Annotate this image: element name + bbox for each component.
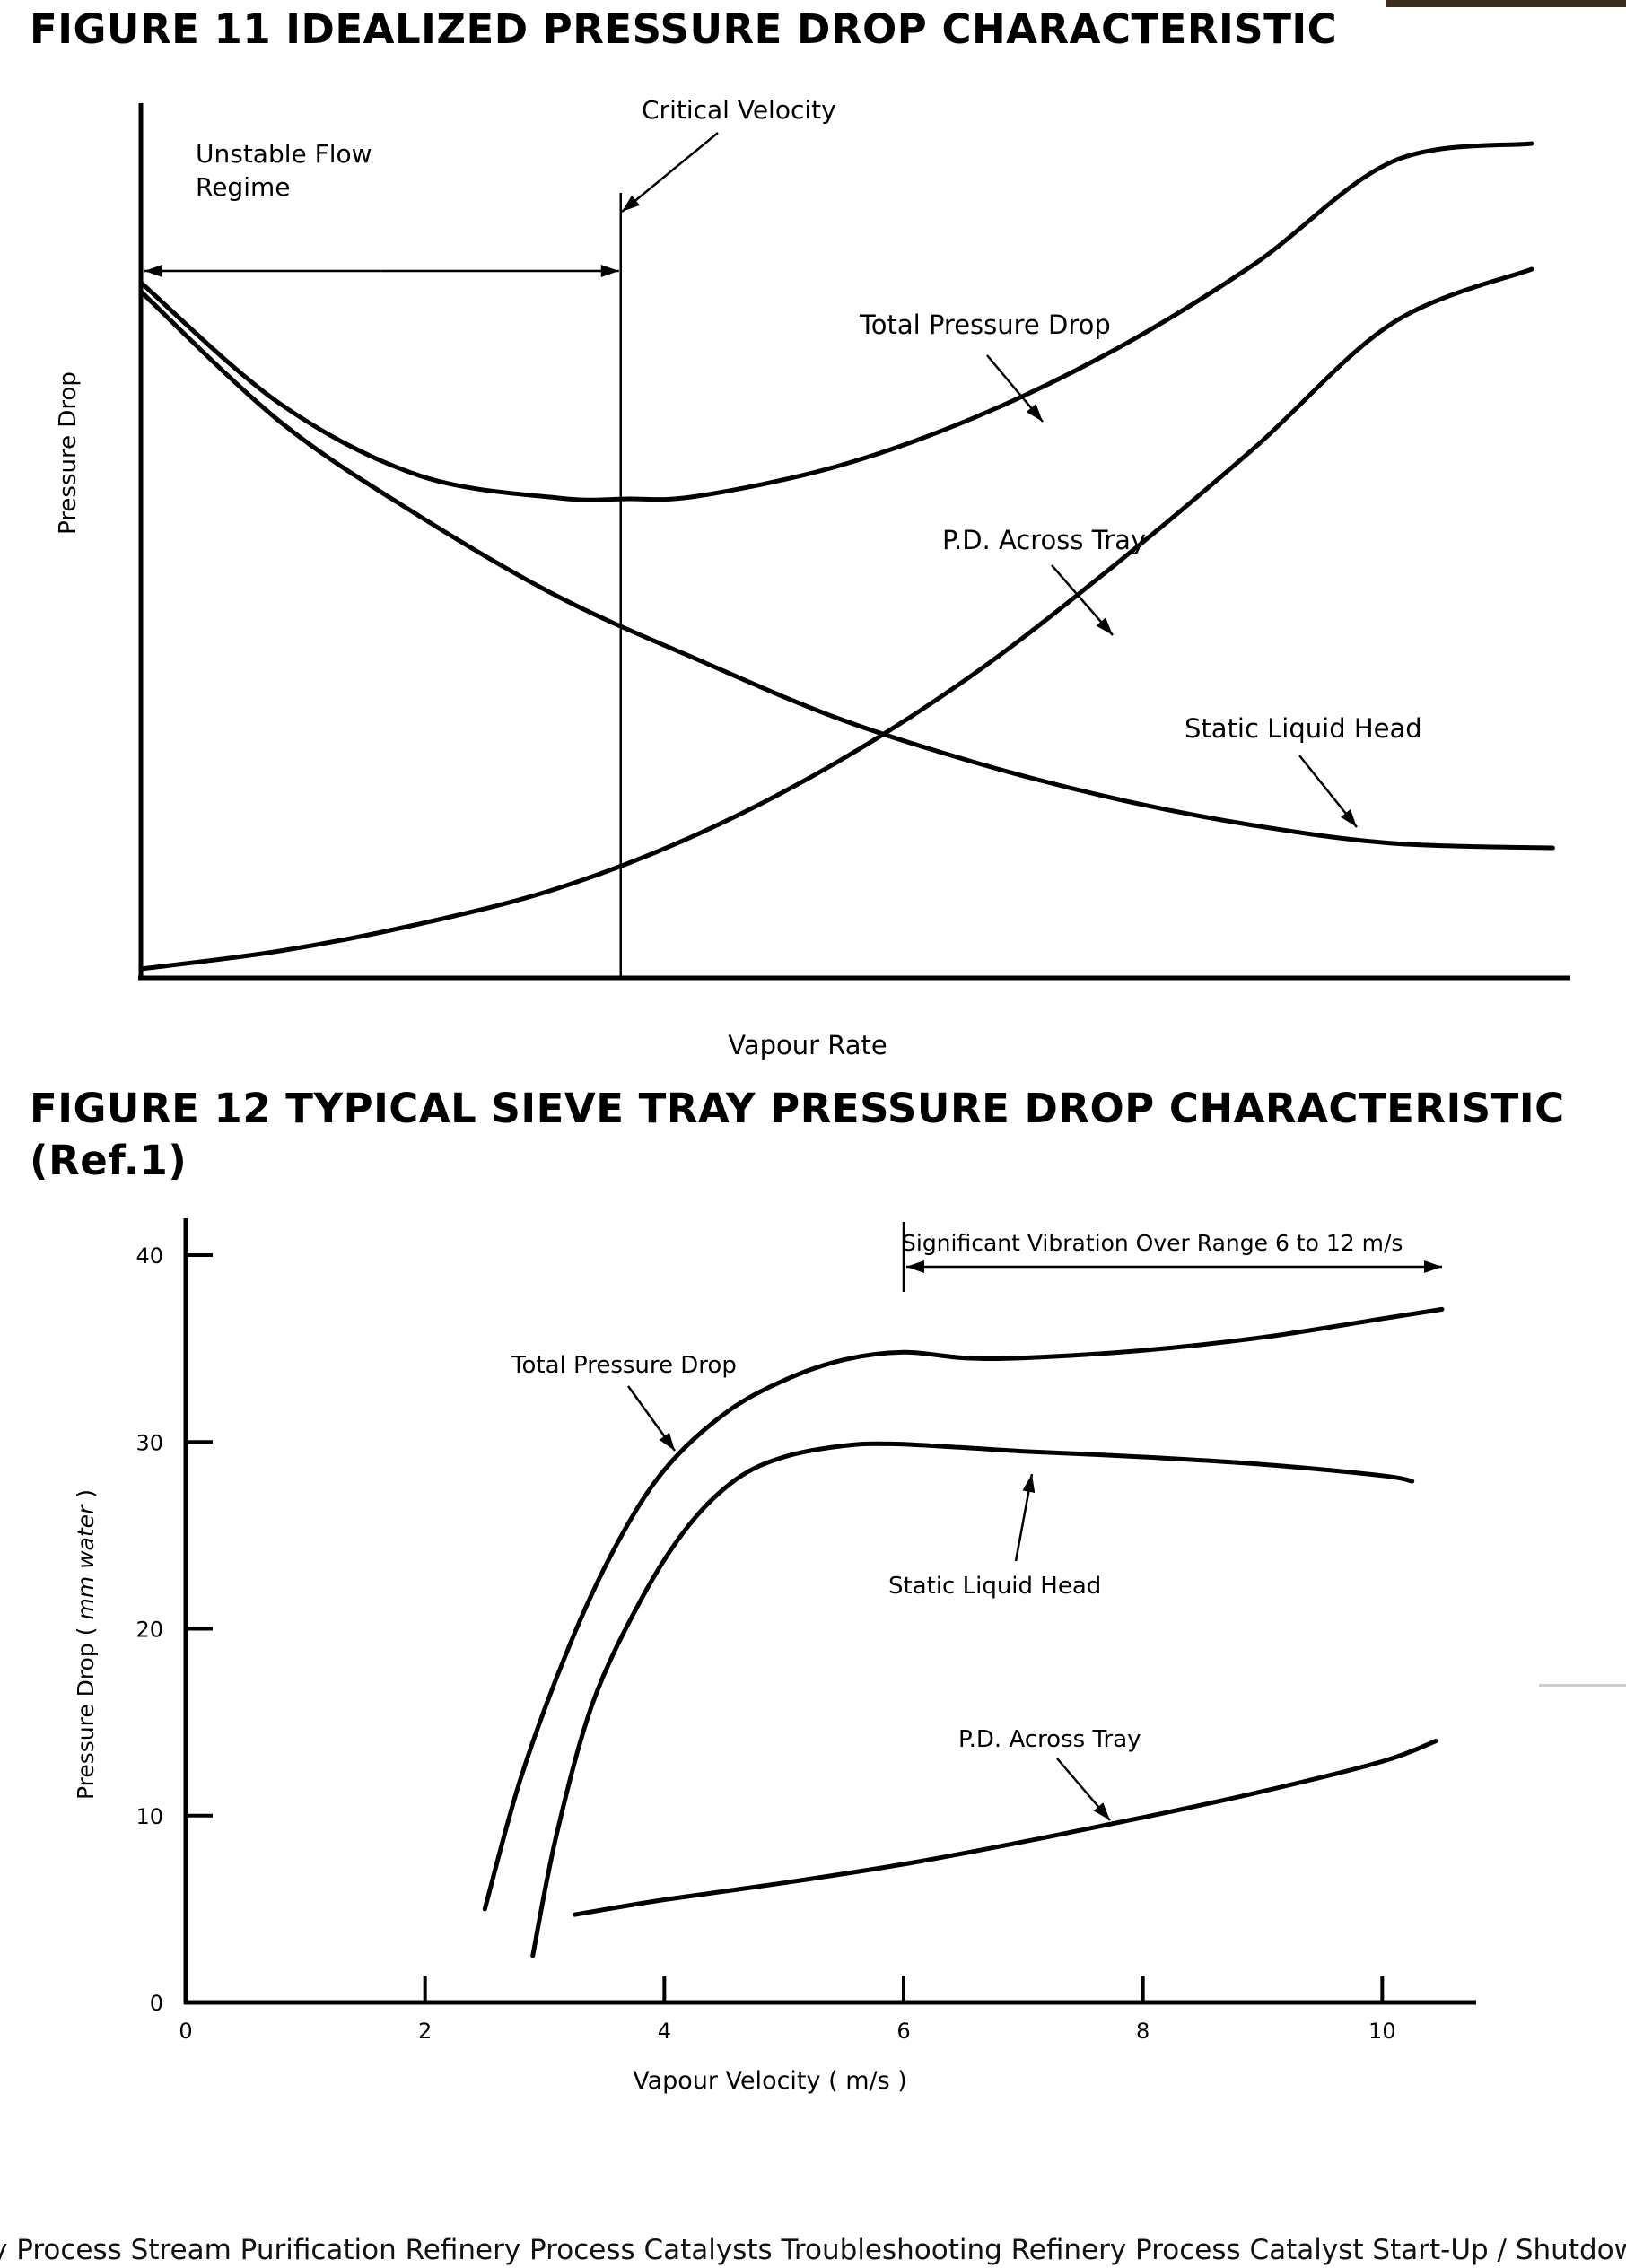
f11-static-liquid-head-label: Static Liquid Head [1185,713,1422,744]
unstable-flow-label-line2: Regime [196,172,290,202]
decorative-rule [1539,1684,1626,1687]
figure-11-title: FIGURE 11 IDEALIZED PRESSURE DROP CHARAC… [30,5,1338,53]
vibration-label: Significant Vibration Over Range 6 to 12… [902,1230,1403,1256]
f12-pd-across-tray-arrow-head [1093,1802,1110,1820]
figure-12-y-axis-label: Pressure Drop ( mm water ) [73,1489,99,1800]
y-axis-label-suffix: ) [73,1489,99,1505]
figure-12-labels: Vapour Velocity ( m/s ) Pressure Drop ( … [73,1230,1442,2095]
f12-series-static-liquid-head [530,1441,1415,1958]
figure-11-series [138,141,1555,978]
f12-y-tick-label-30: 30 [136,1430,163,1455]
footer-text: y Process Stream Purification Refinery P… [0,2234,1626,2266]
f12-total-pressure-drop-arrow-head [659,1432,675,1451]
f12-y-tick-label-10: 10 [136,1804,163,1829]
figure-11-chart: Vapour Rate Pressure Drop Critical Veloc… [55,95,1570,1060]
unstable-flow-arrow-left-head [144,265,162,277]
f11-series-total-pressure-drop [138,141,1534,502]
f11-pd-across-tray-arrow-head [1096,617,1113,635]
figure-12-axes: 0 2 4 6 8 10 0 10 20 30 40 [136,1218,1476,2044]
f12-y-tick-label-20: 20 [136,1618,163,1643]
figure-12-series [482,1222,1445,1958]
f12-x-tick-label-4: 4 [658,2019,671,2044]
y-axis-label-prefix: Pressure Drop ( [73,1620,99,1801]
f12-x-tick-label-0: 0 [179,2019,192,2044]
f11-total-pressure-drop-arrow-head [1026,404,1043,422]
f12-static-liquid-head-label: Static Liquid Head [888,1573,1101,1600]
f12-series-p-d-across-tray [572,1739,1438,1917]
figure-12-x-axis-label: Vapour Velocity ( m/s ) [633,2067,907,2095]
f11-series-static-liquid-head [138,289,1555,850]
vibration-arrow-right-head [1424,1260,1442,1273]
f12-total-pressure-drop-label: Total Pressure Drop [511,1352,737,1379]
critical-velocity-label: Critical Velocity [642,95,836,125]
f12-x-tick-label-10: 10 [1368,2019,1396,2044]
figure-11-x-axis-label: Vapour Rate [728,1030,887,1060]
corner-mark [1386,0,1626,7]
f12-pd-across-tray-label: P.D. Across Tray [958,1726,1141,1753]
f12-x-tick-label-6: 6 [896,2019,910,2044]
figure-11-y-axis-label: Pressure Drop [55,371,82,535]
f12-series-total-pressure-drop [482,1306,1445,1912]
f11-series-p-d-across-tray [138,266,1534,972]
f12-y-tick-label-0: 0 [150,1991,163,2016]
unstable-flow-label: Unstable Flow Regime [196,139,380,202]
figure-12-chart: 0 2 4 6 8 10 0 10 20 30 40 Vapour Velocity ( m/s )… [73,1218,1476,2095]
f11-static-liquid-head-arrow-head [1341,809,1357,827]
f11-pd-across-tray-label: P.D. Across Tray [942,525,1146,555]
critical-velocity-arrow-shaft [621,132,719,213]
unstable-flow-arrow-right-head [600,265,619,277]
unstable-flow-label-line1: Unstable Flow [196,139,372,169]
vibration-arrow-left-head [906,1260,924,1273]
figure-12-title: FIGURE 12 TYPICAL SIEVE TRAY PRESSURE DR… [30,1085,1565,1184]
f12-x-tick-label-2: 2 [418,2019,432,2044]
critical-velocity-arrow-head [622,195,640,212]
figure-11-labels: Vapour Rate Pressure Drop Critical Veloc… [55,95,1422,1060]
f12-static-liquid-head-arrow-head [1022,1474,1036,1493]
figure-11-axes [138,103,1570,981]
f12-x-tick-label-8: 8 [1136,2019,1150,2044]
y-axis-label-unit: mm water [73,1504,99,1620]
f11-total-pressure-drop-label: Total Pressure Drop [859,310,1111,340]
f12-y-tick-label-40: 40 [136,1243,163,1269]
